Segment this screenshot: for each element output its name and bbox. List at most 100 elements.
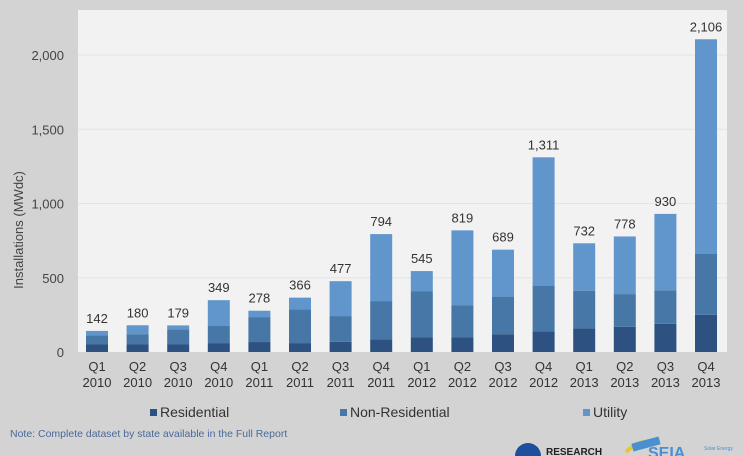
x-tick-label-quarter: Q3 xyxy=(657,359,674,374)
x-tick-label-quarter: Q2 xyxy=(616,359,633,374)
x-tick-label-year: 2012 xyxy=(529,375,558,390)
x-tick-label-year: 2010 xyxy=(164,375,193,390)
bar-segment-non-residential xyxy=(86,335,108,345)
bar-segment-non-residential xyxy=(329,316,352,342)
x-tick-label-quarter: Q1 xyxy=(413,359,430,374)
bar-segment-non-residential xyxy=(451,305,474,338)
bar-segment-non-residential xyxy=(370,301,393,340)
bar-segment-residential xyxy=(573,328,596,352)
legend-label: Utility xyxy=(593,404,628,420)
data-label: 2,106 xyxy=(690,19,723,34)
bar-segment-utility xyxy=(492,249,514,297)
y-tick-label: 2,000 xyxy=(31,48,64,63)
x-tick-label-year: 2011 xyxy=(245,375,273,390)
legend-swatch xyxy=(150,408,157,416)
x-tick-label-quarter: Q4 xyxy=(210,359,227,374)
x-tick-label-quarter: Q3 xyxy=(332,359,349,374)
legend-item-non-residential: Non-Residential xyxy=(340,404,450,420)
y-tick-label: 1,000 xyxy=(31,197,64,212)
bar-segment-residential xyxy=(451,337,474,352)
x-tick-label-year: 2011 xyxy=(367,375,395,390)
x-tick-label-quarter: Q4 xyxy=(373,359,390,374)
legend-swatch xyxy=(340,408,347,416)
x-tick-label-year: 2013 xyxy=(692,375,721,390)
bar-segment-non-residential xyxy=(492,296,514,335)
svg-text:RESEARCH: RESEARCH xyxy=(546,447,602,456)
x-tick-label-year: 2011 xyxy=(327,375,355,390)
data-label: 180 xyxy=(127,305,149,320)
bar-segment-residential xyxy=(613,326,636,352)
bar-segment-non-residential xyxy=(207,326,230,344)
bar-segment-non-residential xyxy=(613,294,636,327)
bar-segment-residential xyxy=(248,342,271,352)
bar-segment-utility xyxy=(573,243,596,291)
x-tick-label-year: 2010 xyxy=(83,375,112,390)
legend-item-utility: Utility xyxy=(583,404,627,420)
data-label: 930 xyxy=(655,194,677,209)
bar-segment-residential xyxy=(654,323,677,352)
data-label: 366 xyxy=(289,278,311,293)
data-label: 689 xyxy=(492,230,514,245)
bar-segment-utility xyxy=(654,213,677,291)
legend-label: Non-Residential xyxy=(350,404,450,420)
x-tick-label-quarter: Q3 xyxy=(494,359,511,374)
bar-segment-residential xyxy=(86,344,108,352)
data-label: 1,311 xyxy=(528,137,560,152)
bar-segment-utility xyxy=(329,281,352,317)
data-label: 477 xyxy=(330,261,352,276)
stacked-bar-chart: 0 500 1,000 1,500 2,000 Installations (MWdc)… xyxy=(11,10,727,390)
x-tick-label-year: 2012 xyxy=(407,375,436,390)
bar-segment-residential xyxy=(410,337,433,352)
bar-segment-residential xyxy=(207,343,230,352)
bar-segment-utility xyxy=(695,39,717,254)
x-tick-label-quarter: Q1 xyxy=(251,359,268,374)
x-tick-label-year: 2013 xyxy=(610,375,639,390)
x-tick-label-year: 2012 xyxy=(489,375,518,390)
x-tick-label-quarter: Q3 xyxy=(170,359,187,374)
bar-segment-non-residential xyxy=(167,329,190,345)
x-tick-label-quarter: Q1 xyxy=(88,359,105,374)
bar-segment-non-residential xyxy=(695,253,717,315)
bar-segment-non-residential xyxy=(289,309,311,344)
y-tick-label: 1,500 xyxy=(31,122,64,137)
legend-swatch xyxy=(583,408,590,416)
bar-segment-utility xyxy=(207,300,230,327)
bar-segment-non-residential xyxy=(573,290,596,329)
bar-segment-non-residential xyxy=(532,285,555,332)
bar-segment-non-residential xyxy=(654,290,677,324)
seia-logo: SEIA Solar Energy xyxy=(620,436,744,456)
bar-segment-utility xyxy=(613,236,636,295)
legend-label: Residential xyxy=(160,404,230,420)
data-label: 778 xyxy=(614,216,636,231)
bar-segment-residential xyxy=(329,341,352,352)
y-tick-label: 500 xyxy=(42,271,64,286)
bar-segment-non-residential xyxy=(248,317,271,343)
bar-segment-residential xyxy=(532,331,555,352)
gtm-research-logo: RESEARCH xyxy=(510,436,610,456)
x-tick-label-year: 2011 xyxy=(286,375,314,390)
x-tick-label-year: 2010 xyxy=(123,375,152,390)
x-tick-label-quarter: Q4 xyxy=(535,359,552,374)
bar-segment-utility xyxy=(248,310,271,318)
bar-segment-residential xyxy=(126,344,149,352)
x-tick-label-quarter: Q4 xyxy=(697,359,714,374)
data-label: 278 xyxy=(249,291,271,306)
svg-text:Solar Energy: Solar Energy xyxy=(704,446,733,452)
bar-segment-utility xyxy=(451,230,474,306)
bar-segment-utility xyxy=(167,325,190,330)
bar-segment-residential xyxy=(492,334,514,352)
data-label: 794 xyxy=(370,214,392,229)
data-label: 349 xyxy=(208,280,230,295)
legend-item-residential: Residential xyxy=(150,404,229,420)
svg-text:SEIA: SEIA xyxy=(648,445,686,456)
x-tick-label-quarter: Q2 xyxy=(129,359,146,374)
bar-segment-non-residential xyxy=(126,334,149,345)
x-tick-label-quarter: Q2 xyxy=(291,359,308,374)
bar-segment-non-residential xyxy=(410,291,433,338)
bar-segment-utility xyxy=(86,330,108,336)
bar-segment-utility xyxy=(126,325,149,335)
data-label: 732 xyxy=(573,223,595,238)
x-tick-label-quarter: Q1 xyxy=(576,359,593,374)
bar-segment-utility xyxy=(410,271,433,292)
y-tick-label: 0 xyxy=(57,345,64,360)
